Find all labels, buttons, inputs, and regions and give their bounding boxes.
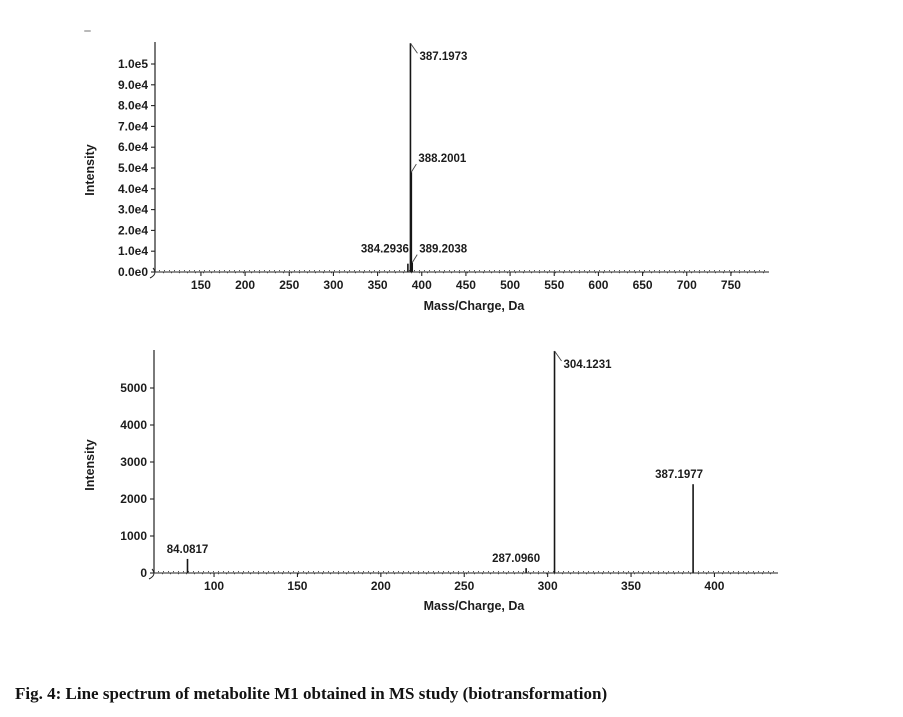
peak-label: 384.2936	[361, 244, 409, 256]
y-tick-label: 0.0e0	[118, 265, 148, 279]
y-tick-label: 3000	[120, 455, 147, 469]
peak-callout-line	[554, 350, 562, 362]
x-tick-label: 200	[371, 579, 391, 593]
y-tick-label: 2000	[120, 492, 147, 506]
peak-callout-line	[410, 163, 417, 173]
x-axis-title: Mass/Charge, Da	[424, 599, 526, 613]
x-tick-label: 400	[412, 278, 432, 292]
y-tick-label: 0	[140, 566, 147, 580]
x-tick-label: 550	[544, 278, 564, 292]
y-tick-label: 6.0e4	[118, 140, 148, 154]
y-tick-label: 1.0e4	[118, 244, 148, 258]
x-tick-label: 100	[204, 579, 224, 593]
peak-label: 389.2038	[419, 244, 468, 256]
x-tick-label: 150	[191, 278, 211, 292]
spectrum-svg: 0 1000 2000 3000 4000 5000 100 150 200 250 300 350 4…	[83, 350, 778, 613]
x-tick-label: 750	[721, 278, 741, 292]
x-tick-label: 650	[633, 278, 653, 292]
peak-label: 304.1231	[564, 359, 613, 371]
x-tick-label: 600	[588, 278, 608, 292]
x-tick-label: 500	[500, 278, 520, 292]
x-tick-label: 400	[704, 579, 724, 593]
y-tick-label: 5000	[120, 381, 147, 395]
y-tick-label: 2.0e4	[118, 223, 148, 237]
y-tick-label: 1.0e5	[118, 57, 148, 71]
x-tick-label: 450	[456, 278, 476, 292]
x-tick-label: 250	[279, 278, 299, 292]
y-tick-label: 4.0e4	[118, 182, 148, 196]
x-tick-label: 700	[677, 278, 697, 292]
y-tick-label: 1000	[120, 529, 147, 543]
x-axis-title: Mass/Charge, Da	[424, 299, 526, 313]
y-axis-title: Intensity	[83, 144, 97, 195]
y-tick-label: 8.0e4	[118, 99, 148, 113]
peak-label: 388.2001	[418, 153, 467, 165]
y-axis-title: Intensity	[83, 439, 97, 490]
mass-spectrum-chart-top: 0.0e0 1.0e4 2.0e4 3.0e4 4.0e4 5.0e4 6.0e4 7.0e4…	[78, 28, 798, 320]
x-tick-label: 350	[621, 579, 641, 593]
peak-callout-line	[410, 42, 418, 54]
y-tick-label: 7.0e4	[118, 119, 148, 133]
x-tick-label: 250	[454, 579, 474, 593]
x-tick-label: 150	[287, 579, 307, 593]
x-tick-label: 200	[235, 278, 255, 292]
figure-caption: Fig. 4: Line spectrum of metabolite M1 o…	[15, 684, 608, 703]
peak-label: 387.1977	[655, 469, 703, 481]
axis-origin-mark	[149, 267, 156, 279]
scan-artifact	[84, 30, 91, 32]
y-tick-label: 4000	[120, 418, 147, 432]
spectrum-svg: 0.0e0 1.0e4 2.0e4 3.0e4 4.0e4 5.0e4 6.0e4 7.0e4…	[83, 42, 769, 313]
peak-label: 84.0817	[167, 544, 209, 556]
y-tick-label: 5.0e4	[118, 161, 148, 175]
x-tick-label: 300	[323, 278, 343, 292]
peak-label: 287.0960	[492, 553, 540, 565]
x-tick-label: 300	[538, 579, 558, 593]
peak-label: 387.1973	[419, 51, 467, 63]
peak-callout-line	[411, 254, 418, 263]
y-tick-label: 3.0e4	[118, 203, 148, 217]
y-tick-label: 9.0e4	[118, 78, 148, 92]
x-tick-label: 350	[368, 278, 388, 292]
mass-spectrum-chart-bottom: 0 1000 2000 3000 4000 5000 100 150 200 250 300 350 4…	[78, 330, 798, 615]
axis-origin-mark	[148, 568, 155, 580]
